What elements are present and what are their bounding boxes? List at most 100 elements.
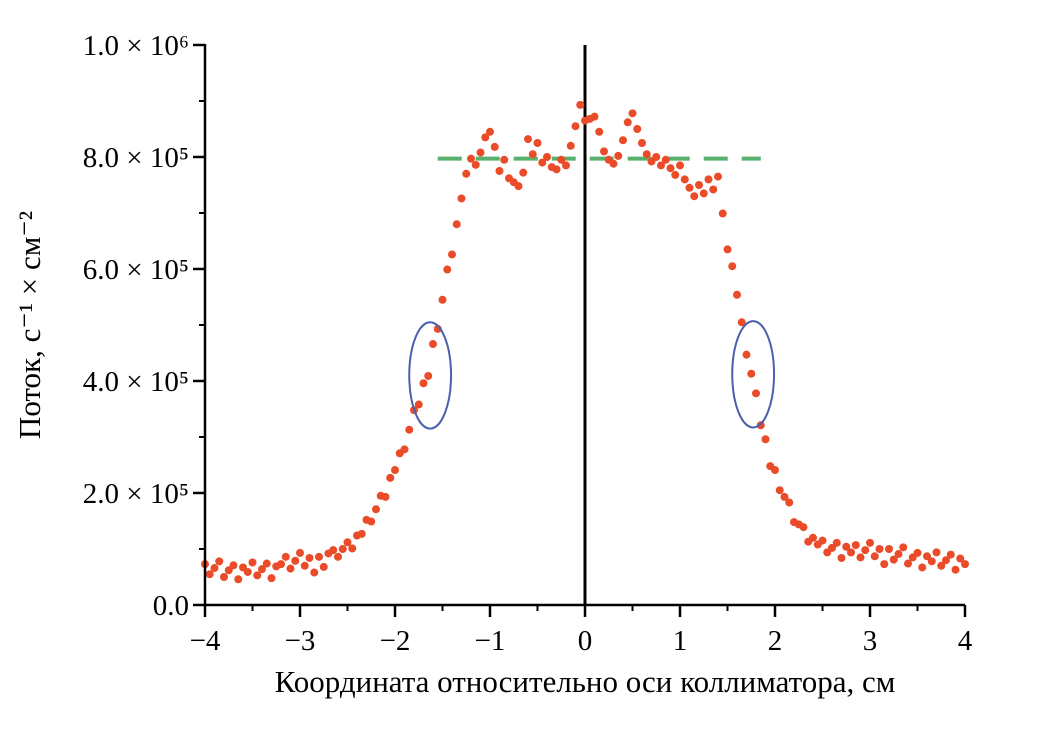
- data-point: [367, 517, 376, 526]
- data-point: [733, 290, 741, 299]
- data-point: [391, 466, 399, 475]
- data-point: [258, 565, 266, 574]
- data-point: [866, 538, 874, 547]
- data-point: [894, 550, 903, 559]
- x-tick-label: 0: [578, 625, 593, 657]
- data-point: [623, 118, 632, 127]
- data-point: [372, 505, 380, 514]
- data-point: [538, 158, 547, 167]
- data-point: [215, 557, 224, 566]
- data-point: [205, 570, 214, 579]
- data-point: [267, 574, 276, 583]
- data-point: [851, 541, 860, 550]
- data-point: [400, 445, 409, 454]
- data-point: [961, 560, 969, 569]
- data-point: [875, 545, 884, 553]
- data-point: [799, 523, 808, 532]
- data-point: [742, 350, 751, 359]
- data-point: [666, 164, 675, 173]
- data-point: [913, 548, 922, 557]
- data-point: [528, 150, 537, 159]
- highlight-ellipse-left: [408, 321, 453, 430]
- data-point: [927, 557, 936, 566]
- data-point: [300, 561, 309, 570]
- y-tick-label: 2.0 × 10⁵: [83, 478, 189, 510]
- data-point: [837, 553, 846, 562]
- data-point: [657, 161, 665, 170]
- data-point: [476, 148, 485, 157]
- data-point: [861, 546, 870, 555]
- data-point: [904, 559, 912, 568]
- data-point: [229, 561, 238, 570]
- data-point: [452, 220, 461, 229]
- data-point: [923, 552, 931, 561]
- data-point: [524, 135, 532, 144]
- data-point: [557, 155, 566, 164]
- data-point: [728, 262, 737, 271]
- data-point: [595, 127, 604, 136]
- data-point: [785, 498, 794, 507]
- x-tick-label: 2: [768, 625, 783, 657]
- data-point: [234, 575, 243, 584]
- data-point: [628, 109, 637, 118]
- x-tick-label: −1: [475, 625, 506, 657]
- data-point: [224, 566, 233, 575]
- data-point: [481, 133, 490, 142]
- data-point: [633, 125, 642, 133]
- data-point: [723, 245, 732, 254]
- data-point: [832, 538, 841, 547]
- data-point: [571, 122, 580, 131]
- x-tick-label: 1: [673, 625, 688, 657]
- data-point: [514, 182, 523, 191]
- data-point: [405, 425, 414, 434]
- x-tick-label: 4: [958, 625, 973, 657]
- data-point: [291, 556, 300, 565]
- data-point: [381, 492, 390, 501]
- data-point: [775, 486, 784, 495]
- data-point: [619, 136, 627, 145]
- x-tick-label: −3: [285, 625, 316, 657]
- data-point: [695, 181, 703, 189]
- x-axis-ticks: −4 −3 −2 −1 0 1 2 3 4: [190, 605, 973, 657]
- data-point: [519, 168, 528, 177]
- data-point: [329, 546, 338, 555]
- x-tick-label: −2: [380, 625, 411, 657]
- x-tick-label: 3: [863, 625, 878, 657]
- data-point: [248, 558, 257, 567]
- data-point: [942, 556, 950, 565]
- data-point: [932, 548, 941, 557]
- data-point: [467, 154, 475, 163]
- data-point: [818, 536, 827, 545]
- data-point: [951, 565, 960, 574]
- data-point: [761, 435, 770, 444]
- data-point: [495, 167, 504, 175]
- data-point: [419, 379, 428, 388]
- data-point: [609, 159, 618, 168]
- data-point: [676, 161, 684, 170]
- data-point: [946, 550, 955, 559]
- data-point: [699, 189, 708, 198]
- x-axis-label: Координата относительно оси коллиматора,…: [274, 664, 896, 699]
- data-point: [937, 561, 946, 570]
- data-point: [319, 562, 328, 571]
- data-point: [438, 295, 447, 304]
- data-point: [847, 548, 855, 557]
- data-point: [652, 153, 661, 161]
- data-point: [828, 543, 836, 552]
- data-point: [600, 147, 608, 156]
- data-point: [357, 529, 366, 538]
- data-point: [690, 192, 699, 201]
- data-point: [414, 400, 423, 409]
- x-tick-label: −4: [190, 625, 221, 657]
- data-point: [918, 563, 927, 572]
- data-point: [870, 552, 879, 561]
- data-point: [552, 165, 561, 174]
- data-point: [210, 564, 219, 573]
- data-point: [315, 552, 323, 561]
- data-point: [680, 175, 689, 184]
- data-point: [338, 545, 347, 553]
- data-point: [752, 389, 760, 398]
- data-point: [281, 552, 290, 561]
